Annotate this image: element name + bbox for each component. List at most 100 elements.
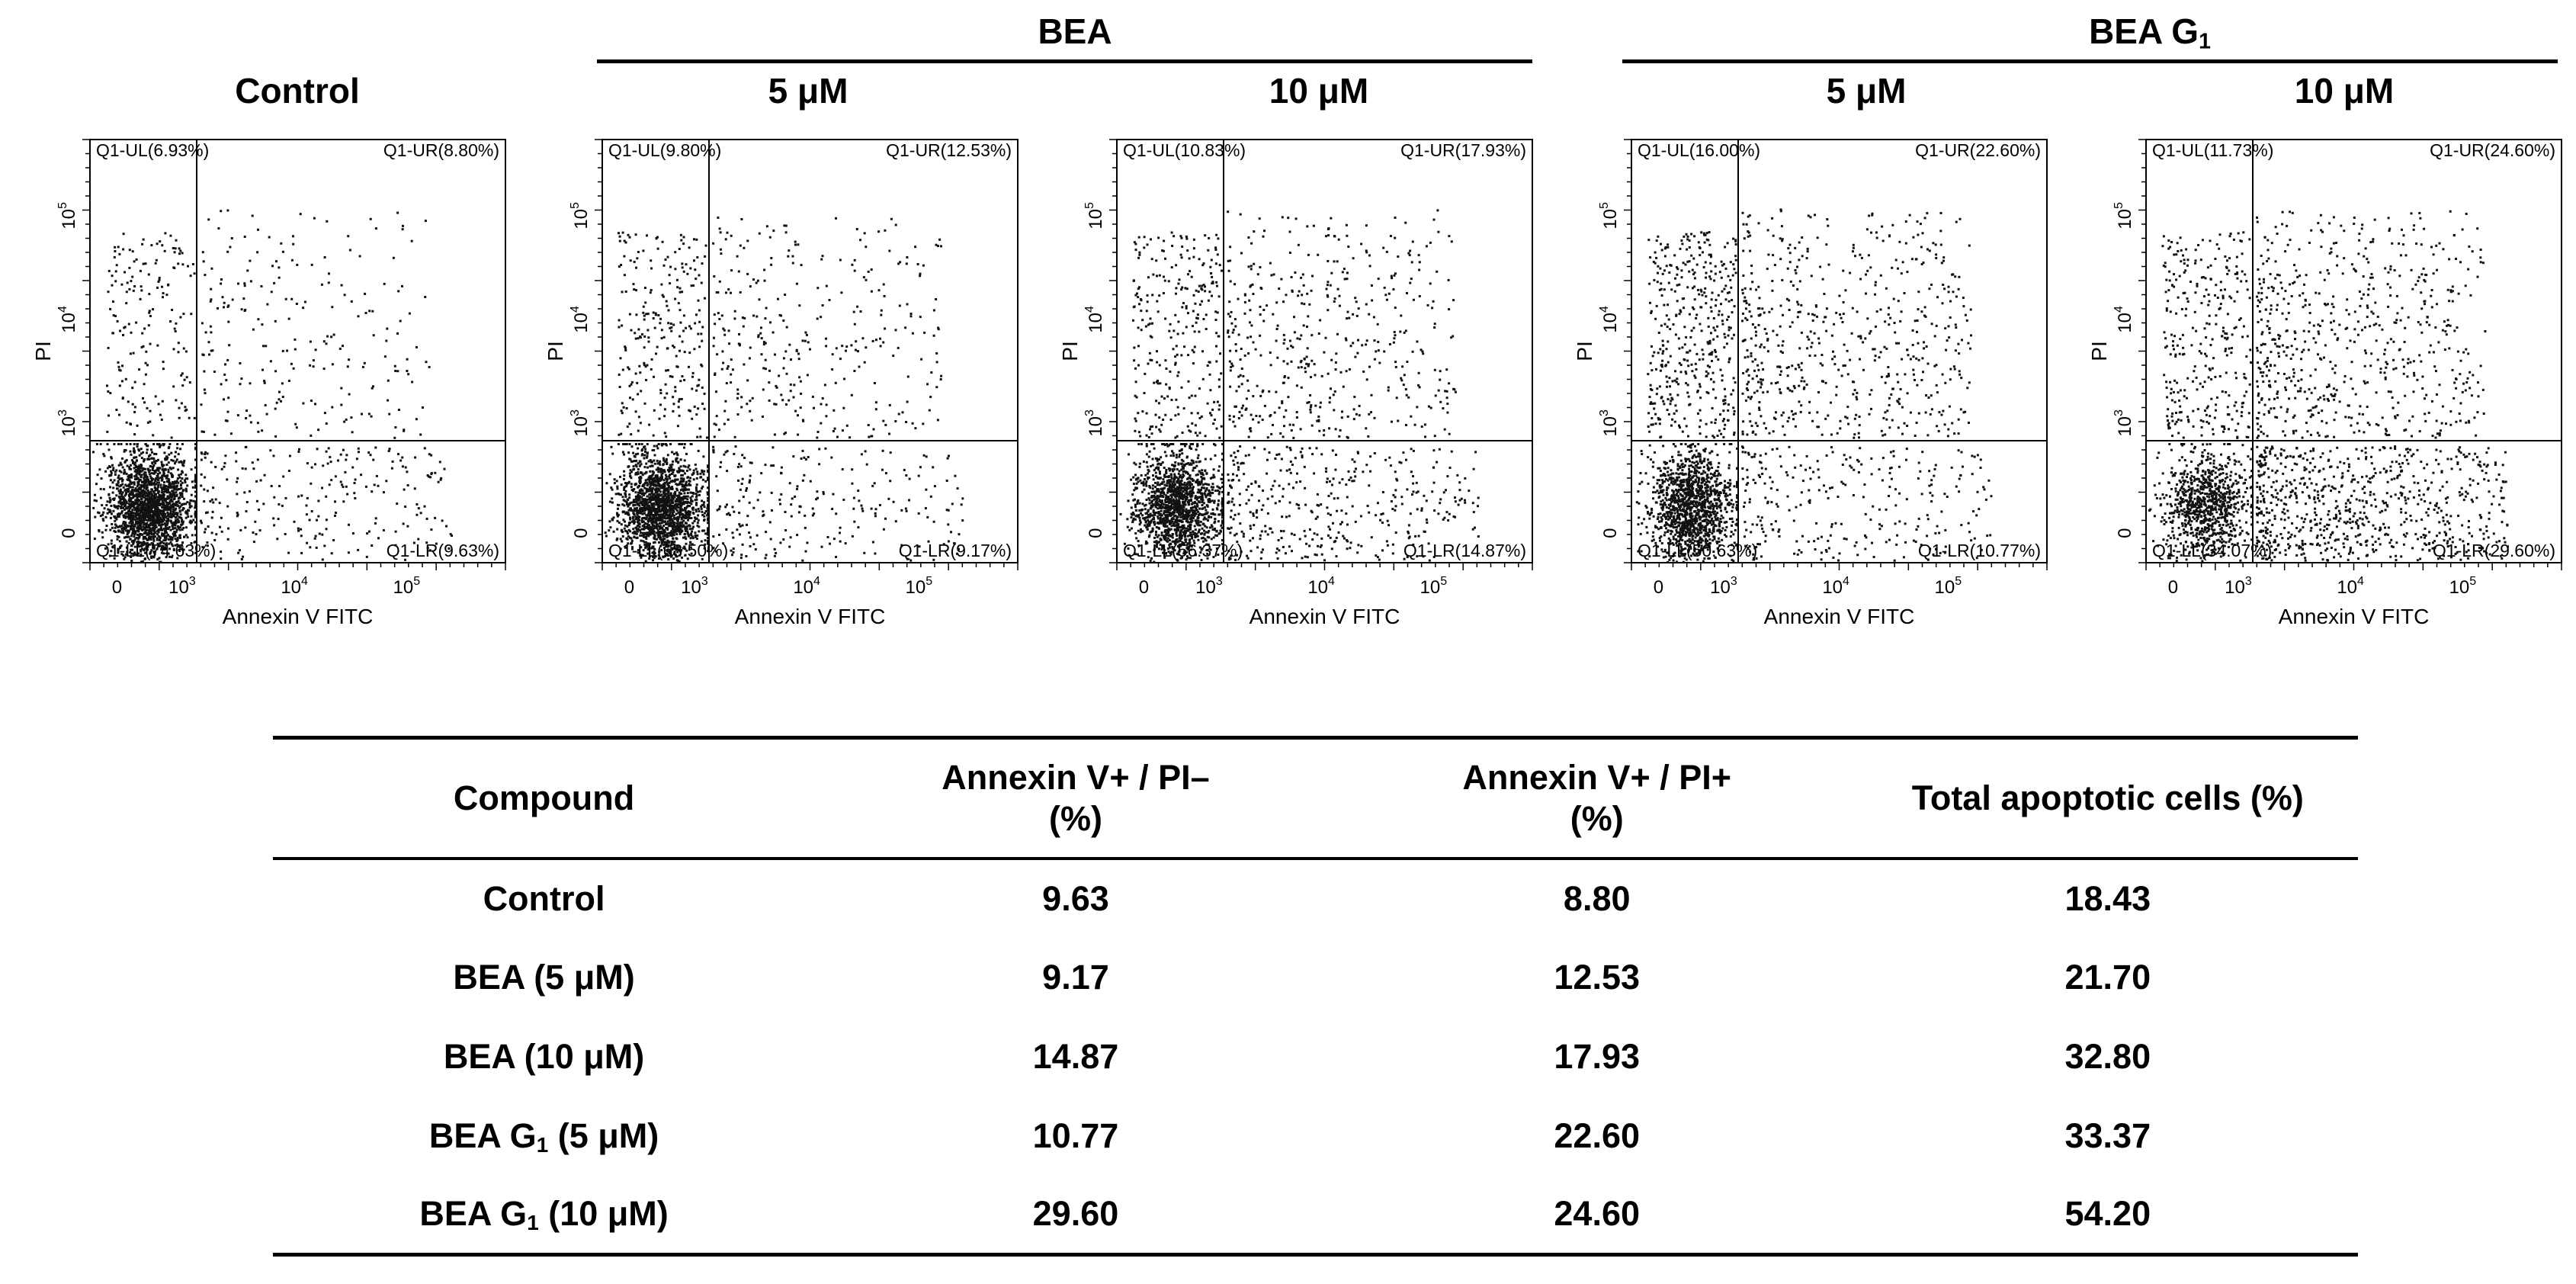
compound-cell: BEA (5 μM) bbox=[453, 957, 635, 997]
x-axis-title: Annexin V FITC bbox=[223, 605, 374, 628]
x-tick-label: 105 bbox=[905, 575, 932, 598]
y-tick-label: 0 bbox=[59, 528, 79, 538]
x-tick-label: 0 bbox=[1139, 577, 1149, 598]
event-dots bbox=[1635, 208, 1993, 563]
table-row: BEA (5 μM) 9.17 12.53 21.70 bbox=[273, 938, 2358, 1017]
conc-label-beag1-10: 10 μM bbox=[2294, 71, 2395, 111]
quadrant-label-ll: Q1-LL(56.37%) bbox=[1123, 541, 1243, 560]
x-tick-label: 0 bbox=[624, 577, 634, 598]
flow-cytometry-panels: 0 0 103 103 104 104 105 105 Annexin V FITC PI Q1-U… bbox=[31, 139, 2562, 628]
x-tick-label: 0 bbox=[1654, 577, 1663, 598]
y-tick-label: 104 bbox=[1083, 306, 1106, 333]
y-tick-label: 0 bbox=[571, 528, 592, 538]
table-row: Control 9.63 8.80 18.43 bbox=[273, 859, 2358, 938]
scatter-panel: 0 0 103 103 104 104 105 105 Annexin V FITC PI Q1-U… bbox=[1573, 139, 2048, 628]
scatter-panel: 0 0 103 103 104 104 105 105 Annexin V FITC PI Q1-U… bbox=[1058, 139, 1533, 628]
compound-cell: BEA G1 (5 μM) bbox=[428, 1115, 659, 1157]
x-tick-label: 104 bbox=[793, 575, 820, 598]
header-compound: Compound bbox=[273, 736, 816, 860]
x-tick-label: 103 bbox=[681, 575, 708, 598]
y-tick-label: 105 bbox=[2112, 202, 2135, 230]
late-apoptosis-cell: 12.53 bbox=[1554, 957, 1641, 997]
y-tick-label: 105 bbox=[56, 202, 79, 230]
y-axis-title: PI bbox=[1058, 341, 1082, 361]
y-tick-label: 105 bbox=[1598, 202, 1621, 230]
header-total-apoptotic: Total apoptotic cells (%) bbox=[1857, 736, 2358, 860]
quadrant-label-ll: Q1-LL(68.50%) bbox=[608, 541, 728, 560]
x-tick-label: 105 bbox=[2449, 575, 2476, 598]
event-dots bbox=[1119, 209, 1480, 563]
event-dots bbox=[604, 217, 964, 563]
conc-label-beag1-5: 5 μM bbox=[1826, 71, 1907, 111]
table-row: BEA G1 (5 μM) 10.77 22.60 33.37 bbox=[273, 1096, 2358, 1176]
y-tick-label: 104 bbox=[569, 306, 592, 333]
y-tick-label: 104 bbox=[2112, 306, 2135, 333]
quadrant-label-ur: Q1-UR(17.93%) bbox=[1400, 140, 1526, 160]
x-tick-label: 105 bbox=[1934, 575, 1962, 598]
late-apoptosis-cell: 24.60 bbox=[1336, 1175, 1858, 1257]
compound-cell: BEA G1 (10 μM) bbox=[273, 1175, 816, 1257]
quadrant-label-lr: Q1-LR(14.87%) bbox=[1403, 541, 1526, 560]
y-axis-title: PI bbox=[1573, 341, 1596, 361]
x-tick-label: 105 bbox=[393, 575, 420, 598]
apoptosis-results-table: Compound Annexin V+ / PI– (%) Annexin V+ … bbox=[273, 736, 2358, 1257]
scatter-panel: 0 0 103 103 104 104 105 105 Annexin V FITC PI Q1-U… bbox=[544, 139, 1019, 628]
early-apoptosis-cell: 14.87 bbox=[1032, 1036, 1119, 1076]
quadrant-label-ul: Q1-UL(16.00%) bbox=[1638, 140, 1760, 160]
quadrant-label-ur: Q1-UR(12.53%) bbox=[886, 140, 1012, 160]
total-apoptosis-cell: 18.43 bbox=[2064, 878, 2151, 918]
quadrant-label-lr: Q1-LR(9.17%) bbox=[899, 541, 1012, 560]
table-row: BEA (10 μM) 14.87 17.93 32.80 bbox=[273, 1017, 2358, 1096]
quadrant-label-ll: Q1-LL(74.63%) bbox=[96, 541, 216, 560]
y-tick-label: 0 bbox=[1086, 528, 1106, 538]
x-axis-title: Annexin V FITC bbox=[735, 605, 886, 628]
header-annexin-pi-pos: Annexin V+ / PI+ (%) bbox=[1336, 736, 1858, 860]
late-apoptosis-cell: 17.93 bbox=[1554, 1036, 1641, 1076]
bea-group-line bbox=[597, 59, 1532, 63]
quadrant-label-lr: Q1-LR(9.63%) bbox=[387, 541, 499, 560]
x-tick-label: 0 bbox=[2168, 577, 2178, 598]
y-tick-label: 103 bbox=[56, 409, 79, 437]
x-tick-label: 103 bbox=[2225, 575, 2252, 598]
header-annexin-pi-neg: Annexin V+ / PI– (%) bbox=[815, 736, 1336, 860]
quadrant-label-ul: Q1-UL(11.73%) bbox=[2152, 140, 2273, 160]
quadrant-label-ll: Q1-LL(34.07%) bbox=[2152, 541, 2272, 560]
x-tick-label: 0 bbox=[112, 577, 122, 598]
control-header: Control bbox=[235, 71, 360, 111]
compound-cell: Control bbox=[483, 878, 605, 918]
y-tick-label: 105 bbox=[569, 202, 592, 230]
x-tick-label: 104 bbox=[281, 575, 308, 598]
x-tick-label: 104 bbox=[1822, 575, 1849, 598]
quadrant-label-ul: Q1-UL(6.93%) bbox=[96, 140, 209, 160]
x-tick-label: 103 bbox=[1710, 575, 1737, 598]
early-apoptosis-cell: 9.17 bbox=[1042, 957, 1109, 997]
event-dots bbox=[92, 209, 453, 563]
y-axis-title: PI bbox=[544, 341, 567, 361]
late-apoptosis-cell: 8.80 bbox=[1563, 878, 1631, 918]
y-tick-label: 103 bbox=[1083, 409, 1106, 437]
x-tick-label: 104 bbox=[1307, 575, 1335, 598]
y-axis-title: PI bbox=[31, 341, 55, 361]
y-tick-label: 103 bbox=[569, 409, 592, 437]
table-row: BEA G1 (10 μM) 29.60 24.60 54.20 bbox=[273, 1175, 2358, 1257]
y-axis-title: PI bbox=[2087, 341, 2111, 361]
scatter-panel: 0 0 103 103 104 104 105 105 Annexin V FITC PI Q1-U… bbox=[31, 139, 506, 628]
early-apoptosis-cell: 29.60 bbox=[815, 1175, 1336, 1257]
table-header-row: Compound Annexin V+ / PI– (%) Annexin V+ … bbox=[273, 736, 2358, 860]
quadrant-label-ul: Q1-UL(10.83%) bbox=[1123, 140, 1246, 160]
y-tick-label: 105 bbox=[1083, 202, 1106, 230]
x-axis-title: Annexin V FITC bbox=[1764, 605, 1915, 628]
y-tick-label: 103 bbox=[2112, 409, 2135, 437]
bea-g1-header: BEA G1 bbox=[2089, 11, 2211, 54]
scatter-panel: 0 0 103 103 104 104 105 105 Annexin V FITC PI Q1-U… bbox=[2087, 139, 2562, 628]
late-apoptosis-cell: 22.60 bbox=[1554, 1115, 1641, 1155]
bea-header: BEA bbox=[1038, 11, 1112, 51]
bea-g1-group-line bbox=[1622, 59, 2558, 63]
x-tick-label: 104 bbox=[2337, 575, 2364, 598]
y-tick-label: 0 bbox=[1600, 528, 1621, 538]
total-apoptosis-cell: 32.80 bbox=[2064, 1036, 2151, 1076]
total-apoptosis-cell: 21.70 bbox=[2064, 957, 2151, 997]
early-apoptosis-cell: 10.77 bbox=[1032, 1115, 1119, 1155]
x-axis-title: Annexin V FITC bbox=[2279, 605, 2430, 628]
total-apoptosis-cell: 54.20 bbox=[1857, 1175, 2358, 1257]
